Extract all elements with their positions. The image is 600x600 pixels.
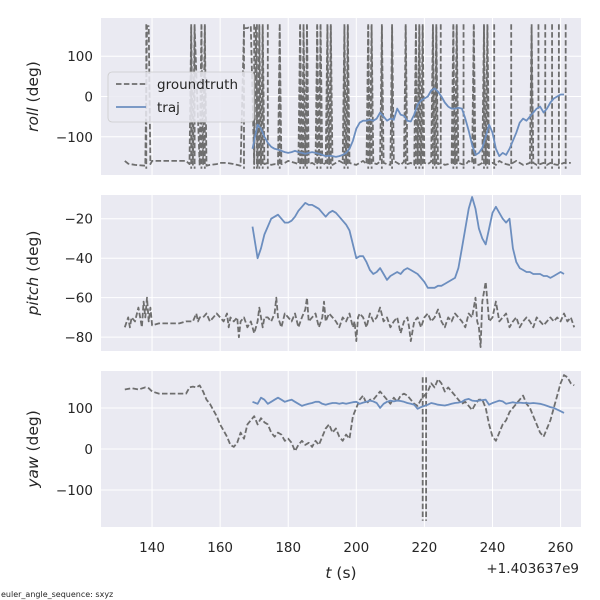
y-label-variable: pitch bbox=[24, 277, 42, 317]
y-tick-label: −80 bbox=[65, 330, 94, 346]
y-tick-label: −60 bbox=[65, 291, 94, 307]
x-offset-label: +1.403637e9 bbox=[486, 561, 579, 577]
y-label-variable: roll bbox=[24, 107, 42, 132]
roll-y-axis-label: roll (deg) bbox=[24, 61, 42, 132]
yaw-groundtruth-line bbox=[124, 374, 575, 453]
legend: groundtruth traj bbox=[107, 71, 255, 123]
x-tick-label: 180 bbox=[275, 540, 301, 556]
y-label-variable: yaw bbox=[24, 456, 42, 489]
y-tick-label: 100 bbox=[67, 401, 93, 417]
y-tick-label: −20 bbox=[65, 212, 94, 228]
y-tick-label: −100 bbox=[56, 483, 93, 499]
x-tick-label: 240 bbox=[480, 540, 506, 556]
x-tick-label: 220 bbox=[412, 540, 438, 556]
y-tick-label: −100 bbox=[56, 130, 93, 146]
legend-groundtruth-label: groundtruth bbox=[157, 77, 238, 93]
roll-subplot: −100 0 100 roll (deg) bbox=[24, 18, 581, 175]
x-tick-label: 200 bbox=[343, 540, 369, 556]
x-label-unit: (s) bbox=[331, 564, 356, 582]
y-tick-label: 100 bbox=[67, 49, 93, 65]
y-tick-label: 0 bbox=[84, 90, 93, 106]
y-label-unit: (deg) bbox=[24, 231, 42, 277]
pitch-y-axis-label: pitch (deg) bbox=[24, 231, 42, 317]
y-tick-label: −40 bbox=[65, 251, 94, 267]
roll-groundtruth-line bbox=[124, 25, 571, 168]
y-tick-label: 0 bbox=[84, 442, 93, 458]
pitch-subplot: −80 −60 −40 −20 pitch (deg) bbox=[24, 195, 581, 351]
x-label-variable: t bbox=[325, 564, 332, 582]
y-label-unit: (deg) bbox=[24, 61, 42, 107]
roll-traj-line bbox=[251, 87, 564, 158]
x-tick-label: 140 bbox=[139, 540, 165, 556]
pitch-groundtruth-line bbox=[123, 280, 576, 349]
yaw-subplot: −100 0 100 yaw (deg) bbox=[24, 371, 581, 527]
x-tick-label: 160 bbox=[207, 540, 233, 556]
x-tick-label: 260 bbox=[548, 540, 574, 556]
pitch-traj-line bbox=[251, 196, 565, 289]
yaw-traj-line bbox=[252, 396, 565, 414]
legend-traj-label: traj bbox=[157, 100, 180, 116]
x-axis-label: t (s) bbox=[325, 564, 356, 582]
yaw-y-axis-label: yaw (deg) bbox=[24, 410, 42, 489]
y-label-unit: (deg) bbox=[24, 410, 42, 456]
footer-note: euler_angle_sequence: sxyz bbox=[1, 590, 113, 599]
x-axis: 140 160 180 200 220 240 260 bbox=[139, 540, 573, 556]
